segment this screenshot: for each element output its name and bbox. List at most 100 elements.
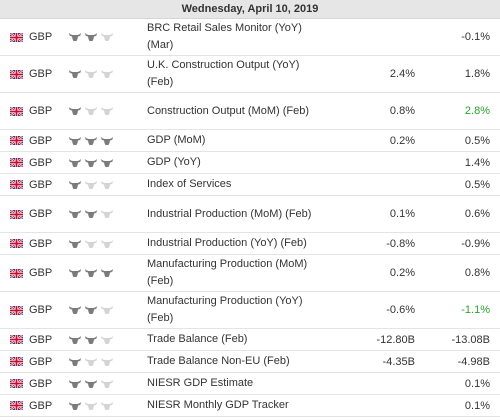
previous-value: 0.1% <box>464 377 490 390</box>
bull-icon <box>68 379 82 389</box>
importance-rating <box>68 351 118 372</box>
bull-icon <box>100 401 114 411</box>
currency-label: GBP <box>29 267 53 279</box>
previous-value: -0.1% <box>461 31 490 43</box>
uk-flag-icon <box>10 196 23 232</box>
previous-value: 1.4% <box>464 156 490 169</box>
bull-icon <box>100 335 114 345</box>
currency-label: GBP <box>29 156 53 169</box>
currency-label: GBP <box>29 68 53 80</box>
table-row[interactable]: GBP Index of Services 0.5% <box>0 174 500 196</box>
table-row[interactable]: GBP Trade Balance Non-EU (Feb) -4.35B -4.9… <box>0 351 500 373</box>
previous-value: 1.8% <box>464 68 490 80</box>
event-name[interactable]: Manufacturing Production (MoM) (Feb) <box>147 258 308 287</box>
table-row[interactable]: GBP Industrial Production (MoM) (Feb) 0.1… <box>0 196 500 233</box>
bull-icon <box>68 136 82 146</box>
currency-label: GBP <box>29 333 53 346</box>
bull-icon <box>100 180 114 190</box>
bull-icon <box>100 239 114 249</box>
previous-value: 0.6% <box>464 208 490 220</box>
table-row[interactable]: GBP Construction Output (MoM) (Feb) 0.8% 2… <box>0 93 500 130</box>
currency-label: GBP <box>29 399 53 412</box>
event-name[interactable]: Industrial Production (MoM) (Feb) <box>147 207 312 220</box>
forecast-value: 0.1% <box>389 208 415 220</box>
forecast-value: -0.8% <box>386 237 415 250</box>
event-name[interactable]: Index of Services <box>147 178 232 190</box>
bull-icon <box>84 357 98 367</box>
table-row[interactable]: GBP Manufacturing Production (MoM) (Feb)… <box>0 255 500 292</box>
forecast-value: 0.2% <box>389 134 415 147</box>
bull-icon <box>68 209 82 219</box>
uk-flag-icon <box>10 292 23 328</box>
forecast-value <box>330 373 415 394</box>
table-row[interactable]: GBP U.K. Construction Output (YoY) (Feb)… <box>0 56 500 93</box>
table-row[interactable]: GBP Industrial Production (YoY) (Feb) -0.… <box>0 233 500 255</box>
importance-rating <box>68 196 118 232</box>
bull-icon <box>84 180 98 190</box>
bull-icon <box>100 209 114 219</box>
importance-rating <box>68 56 118 92</box>
table-row[interactable]: GBP GDP (MoM) 0.2% 0.5% <box>0 130 500 152</box>
event-name[interactable]: GDP (MoM) <box>147 134 206 146</box>
uk-flag-icon <box>10 130 23 151</box>
currency-label: GBP <box>29 355 53 368</box>
currency-label: GBP <box>29 178 53 191</box>
forecast-value <box>330 152 415 173</box>
forecast-value: -0.6% <box>386 304 415 316</box>
currency-label: GBP <box>29 377 53 390</box>
previous-value: -13.08B <box>451 333 490 346</box>
table-row[interactable]: GBP NIESR Monthly GDP Tracker 0.1% <box>0 395 500 417</box>
importance-rating <box>68 152 118 173</box>
bull-icon <box>84 69 98 79</box>
bull-icon <box>68 401 82 411</box>
event-name[interactable]: BRC Retail Sales Monitor (YoY) (Mar) <box>147 22 302 51</box>
bull-icon <box>100 305 114 315</box>
bull-icon <box>84 106 98 116</box>
event-name[interactable]: U.K. Construction Output (YoY) (Feb) <box>147 59 300 88</box>
bull-icon <box>84 305 98 315</box>
forecast-value <box>330 174 415 195</box>
event-name[interactable]: Manufacturing Production (YoY) (Feb) <box>147 295 303 324</box>
economic-calendar-table: GBP BRC Retail Sales Monitor (YoY) (Mar)… <box>0 19 500 417</box>
event-name[interactable]: Trade Balance Non-EU (Feb) <box>147 355 290 367</box>
uk-flag-icon <box>10 255 23 291</box>
table-row[interactable]: GBP Trade Balance (Feb) -12.80B -13.08B <box>0 329 500 351</box>
importance-rating <box>68 373 118 394</box>
event-name[interactable]: GDP (YoY) <box>147 156 201 168</box>
bull-icon <box>100 32 114 42</box>
table-row[interactable]: GBP BRC Retail Sales Monitor (YoY) (Mar)… <box>0 19 500 56</box>
forecast-value: 2.4% <box>389 68 415 80</box>
uk-flag-icon <box>10 174 23 195</box>
event-name[interactable]: Trade Balance (Feb) <box>147 333 248 345</box>
uk-flag-icon <box>10 233 23 254</box>
bull-icon <box>84 401 98 411</box>
bull-icon <box>100 136 114 146</box>
bull-icon <box>68 357 82 367</box>
event-name[interactable]: NIESR Monthly GDP Tracker <box>147 399 289 411</box>
forecast-value <box>330 395 415 416</box>
table-row[interactable]: GBP NIESR GDP Estimate 0.1% <box>0 373 500 395</box>
importance-rating <box>68 233 118 254</box>
bull-icon <box>84 158 98 168</box>
uk-flag-icon <box>10 329 23 350</box>
forecast-value: -4.35B <box>382 355 415 368</box>
currency-label: GBP <box>29 134 53 147</box>
forecast-value: 0.2% <box>389 267 415 279</box>
bull-icon <box>68 158 82 168</box>
uk-flag-icon <box>10 56 23 92</box>
bull-icon <box>68 268 82 278</box>
uk-flag-icon <box>10 373 23 394</box>
currency-label: GBP <box>29 105 53 117</box>
bull-icon <box>68 239 82 249</box>
bull-icon <box>100 69 114 79</box>
importance-rating <box>68 174 118 195</box>
bull-icon <box>84 268 98 278</box>
table-row[interactable]: GBP Manufacturing Production (YoY) (Feb)… <box>0 292 500 329</box>
currency-label: GBP <box>29 304 53 316</box>
event-name[interactable]: Construction Output (MoM) (Feb) <box>147 104 309 117</box>
event-name[interactable]: Industrial Production (YoY) (Feb) <box>147 237 307 249</box>
previous-value: -1.1% <box>461 304 490 316</box>
event-name[interactable]: NIESR GDP Estimate <box>147 377 254 389</box>
uk-flag-icon <box>10 395 23 416</box>
table-row[interactable]: GBP GDP (YoY) 1.4% <box>0 152 500 174</box>
